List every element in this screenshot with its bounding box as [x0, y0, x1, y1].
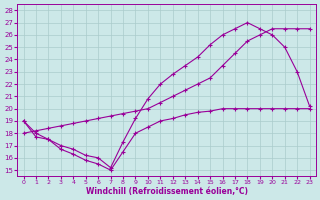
X-axis label: Windchill (Refroidissement éolien,°C): Windchill (Refroidissement éolien,°C)	[85, 187, 248, 196]
